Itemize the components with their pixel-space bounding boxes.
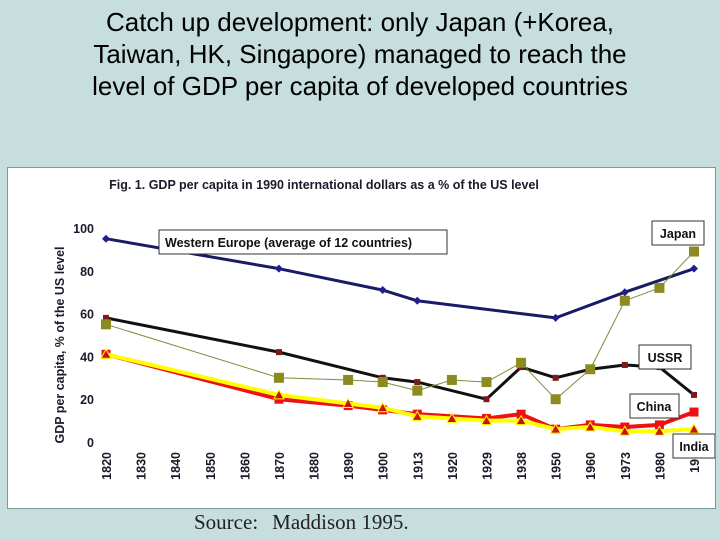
- x-tick-label: 1973: [619, 452, 633, 480]
- x-tick-label: 1840: [169, 452, 183, 480]
- series-ussr: [103, 314, 697, 403]
- data-point: [275, 349, 282, 356]
- data-point: [483, 396, 490, 403]
- data-point: [273, 372, 284, 383]
- data-point: [585, 364, 596, 375]
- x-tick-label: 1913: [411, 452, 425, 480]
- slide-title: Catch up development: only Japan (+Korea…: [0, 6, 720, 102]
- data-point: [102, 234, 110, 243]
- data-point: [343, 374, 354, 385]
- data-point: [653, 425, 666, 436]
- data-point: [515, 414, 527, 426]
- y-axis-label: GDP per capita, % of the US level: [53, 246, 67, 443]
- data-point: [584, 420, 597, 432]
- series-group: [100, 234, 700, 436]
- data-point: [550, 394, 561, 405]
- x-tick-label: 1870: [273, 452, 287, 480]
- annotation-group: Western Europe (average of 12 countries)…: [158, 220, 715, 459]
- y-tick-label: 0: [87, 436, 94, 450]
- data-point: [411, 410, 424, 421]
- data-point: [446, 412, 458, 423]
- annotation-ussr-text: USSR: [648, 351, 683, 365]
- annotation-western-europe: Western Europe (average of 12 countries): [158, 229, 448, 255]
- x-tick-label: 1880: [308, 452, 322, 480]
- data-point: [549, 423, 562, 434]
- data-point: [620, 288, 629, 297]
- series-china: [101, 349, 699, 434]
- data-point: [376, 401, 389, 413]
- title-line-2: Taiwan, HK, Singapore) managed to reach …: [93, 39, 627, 69]
- annotation-china-text: China: [637, 400, 673, 414]
- gdp-line-chart: Fig. 1. GDP per capita in 1990 internati…: [53, 178, 715, 480]
- y-tick-label: 60: [80, 308, 94, 322]
- chart-title: Fig. 1. GDP per capita in 1990 internati…: [109, 178, 539, 192]
- y-tick-label: 100: [73, 222, 94, 236]
- annotation-japan-text: Japan: [660, 227, 696, 241]
- data-point: [412, 385, 423, 396]
- chart-panel: Fig. 1. GDP per capita in 1990 internati…: [7, 167, 716, 509]
- data-point: [689, 246, 699, 257]
- data-point: [481, 377, 492, 388]
- series-india: [100, 348, 700, 436]
- data-point: [414, 379, 421, 386]
- y-tick-label: 20: [80, 393, 94, 407]
- data-point: [342, 397, 354, 408]
- x-tick-label: 1950: [550, 452, 564, 480]
- x-tick-label: 1960: [584, 452, 598, 480]
- annotation-ussr: USSR: [638, 344, 692, 370]
- source-value: Maddison 1995.: [272, 510, 409, 534]
- data-point: [101, 319, 111, 330]
- x-tick-label: 1830: [135, 452, 149, 480]
- x-tick-label: 1920: [446, 452, 460, 480]
- data-point: [552, 374, 559, 381]
- data-point: [377, 377, 388, 388]
- data-point: [446, 374, 457, 385]
- data-point: [480, 414, 493, 426]
- data-point: [274, 264, 283, 273]
- data-point: [689, 407, 699, 417]
- title-line-3: level of GDP per capita of developed cou…: [92, 71, 628, 101]
- data-point: [516, 357, 527, 368]
- series-western: [102, 234, 698, 322]
- data-point: [691, 391, 697, 398]
- x-tick-label: 1900: [377, 452, 391, 480]
- data-point: [516, 409, 526, 419]
- annotation-japan: Japan: [651, 220, 705, 246]
- data-point: [654, 282, 665, 293]
- data-point: [619, 295, 630, 306]
- source-label: Source:: [194, 510, 259, 534]
- x-tick-label: 1980: [653, 452, 667, 480]
- data-point: [654, 420, 664, 430]
- series-line-china: [105, 352, 695, 432]
- data-point: [690, 264, 698, 273]
- data-point: [688, 423, 700, 434]
- y-tick-label: 80: [80, 265, 94, 279]
- title-line-1: Catch up development: only Japan (+Korea…: [105, 7, 615, 37]
- annotation-china: China: [629, 393, 680, 419]
- axes: 0 20 40 60 80 100 1820 1830 1840 1850 1860 1870 1880…: [73, 222, 702, 480]
- x-tick-label: 1850: [204, 452, 218, 480]
- series-japan: [101, 246, 699, 405]
- annotation-india-text: India: [679, 440, 709, 454]
- data-point: [551, 313, 560, 322]
- data-point: [413, 296, 422, 305]
- series-line-ussr: [105, 316, 695, 401]
- annotation-india: India: [672, 433, 715, 459]
- x-tick-label: 1938: [515, 452, 529, 480]
- x-tick-label: 1929: [480, 452, 494, 480]
- x-tick-label: 1820: [100, 452, 114, 480]
- annotation-western-europe-text: Western Europe (average of 12 countries): [165, 236, 412, 250]
- source-citation: Source: Maddison 1995.: [194, 510, 409, 535]
- data-point: [100, 348, 112, 359]
- x-tick-label: 1860: [238, 452, 252, 480]
- data-point: [378, 286, 387, 295]
- data-point: [618, 425, 631, 436]
- y-tick-label: 40: [80, 350, 94, 364]
- data-point: [103, 314, 109, 321]
- data-point: [621, 361, 628, 368]
- x-tick-label: 1890: [342, 452, 356, 480]
- data-point: [273, 388, 285, 400]
